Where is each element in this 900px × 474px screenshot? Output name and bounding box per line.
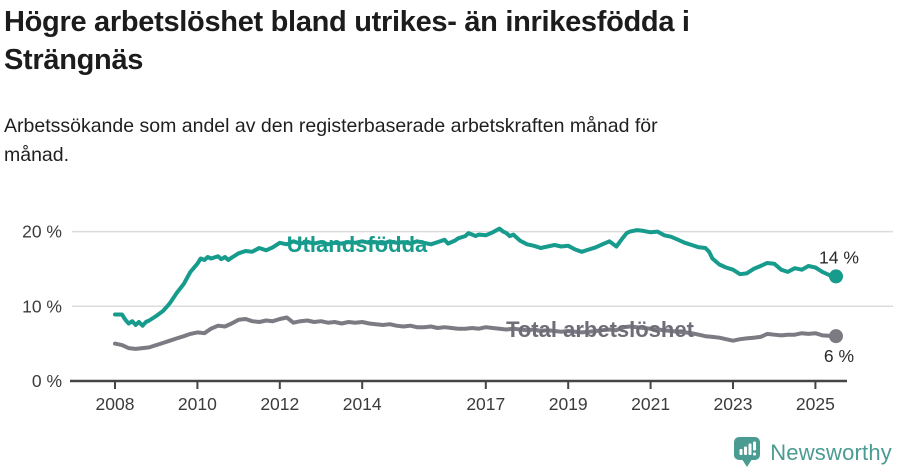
chart-subtitle: Arbetssökande som andel av den registerb… [4, 115, 658, 167]
x-tick-label-2023: 2023 [714, 394, 753, 414]
series-line-1 [113, 315, 838, 351]
series-end-value-label-1: 6 % [824, 346, 854, 366]
x-tick-label-2010: 2010 [178, 394, 217, 414]
x-tick-label-2025: 2025 [796, 394, 835, 414]
x-tick-label-2014: 2014 [343, 394, 382, 414]
y-tick-label-20: 20 % [22, 222, 62, 242]
series-label-0: Utlandsfödda [287, 232, 428, 257]
series-label-1: Total arbetslöshet [506, 317, 695, 342]
x-tick-label-2012: 2012 [260, 394, 299, 414]
newsworthy-logo-text: Newsworthy [770, 439, 892, 465]
newsworthy-chart-bubble-icon [734, 437, 761, 467]
x-tick-label-2008: 2008 [96, 394, 135, 414]
page-title: Högre arbetslöshet bland utrikes- än inr… [4, 6, 690, 76]
series-endpoint-dot-0 [829, 269, 843, 284]
y-tick-label-10: 10 % [22, 296, 62, 316]
y-tick-label-0: 0 % [32, 371, 62, 391]
series-end-value-label-0: 14 % [819, 247, 859, 267]
x-tick-label-2017: 2017 [466, 394, 505, 414]
series-line-0 [113, 226, 838, 328]
newsworthy-logo[interactable]: Newsworthy [734, 437, 892, 468]
x-tick-label-2019: 2019 [549, 394, 588, 414]
series-endpoint-dot-1 [829, 329, 843, 344]
x-tick-label-2021: 2021 [631, 394, 670, 414]
